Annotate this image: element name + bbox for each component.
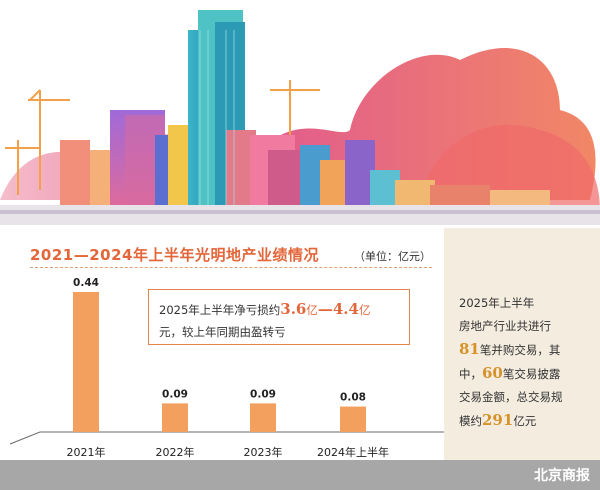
deal-total-amount: 291 [482, 411, 514, 429]
panel-text-4b: 笔交易披露 [502, 367, 561, 381]
panel-line-2: 房地产行业共进行 [459, 319, 551, 333]
panel-text-6b: 亿元 [513, 414, 537, 428]
callout-dash: — [317, 300, 333, 318]
panel-line-4: 中，60笔交易披露 [459, 362, 590, 386]
bar-3 [340, 406, 366, 432]
unit-label: （单位：亿元） [354, 250, 431, 263]
city-skyline-illustration [0, 10, 600, 225]
category-label-1: 2022年 [156, 445, 195, 459]
deal-count-total: 81 [459, 340, 480, 358]
bar-value-label-1: 0.09 [162, 388, 188, 400]
ma-info-panel: 2025年上半年 房地产行业共进行 81笔并购交易，其 中，60笔交易披露 交易… [444, 228, 600, 460]
deal-count-disclosed: 60 [482, 364, 503, 382]
callout-yi-2: 亿 [358, 303, 371, 317]
panel-text-6a: 模约 [459, 414, 482, 428]
footer-bar [0, 460, 600, 490]
callout-yi-1: 亿 [306, 303, 318, 317]
panel-line-5: 交易金额，总交易规 [459, 390, 563, 404]
callout-line-2: 元，较上年同期由盈转亏 [159, 325, 286, 339]
loss-low-value: 3.6 [280, 300, 307, 318]
bar-chart: 0.44 2021年 0.09 2022年 0.09 2023年 0.08 2024年上半年 [9, 277, 445, 459]
panel-text-4a: 中， [459, 367, 482, 381]
panel-line-1: 2025年上半年 [459, 296, 535, 310]
brand-logo-text: 北京商报 [534, 468, 590, 484]
loss-high-value: 4.4 [332, 300, 359, 318]
category-label-0: 2021年 [67, 445, 106, 459]
chart-title: 2021—2024年上半年光明地产业绩情况 [30, 246, 319, 264]
panel-line-3: 81笔并购交易，其 [459, 338, 590, 362]
category-label-2: 2023年 [244, 445, 283, 459]
bar-1 [162, 403, 188, 432]
bar-value-label-2: 0.09 [250, 388, 276, 400]
bar-2 [250, 403, 276, 432]
panel-line-6: 模约291亿元 [459, 409, 590, 433]
bar-0 [73, 292, 99, 432]
loss-callout-box: 2025年上半年净亏损约3.6亿—4.4亿 元，较上年同期由盈转亏 [148, 289, 410, 345]
category-label-3: 2024年上半年 [317, 445, 389, 459]
panel-text-3: 笔并购交易，其 [479, 343, 561, 357]
title-divider [30, 267, 432, 268]
bar-value-label-3: 0.08 [340, 392, 366, 404]
chart-baseline [9, 431, 445, 445]
callout-prefix: 2025年上半年净亏损约 [159, 303, 281, 317]
bar-value-label-0: 0.44 [73, 277, 99, 289]
